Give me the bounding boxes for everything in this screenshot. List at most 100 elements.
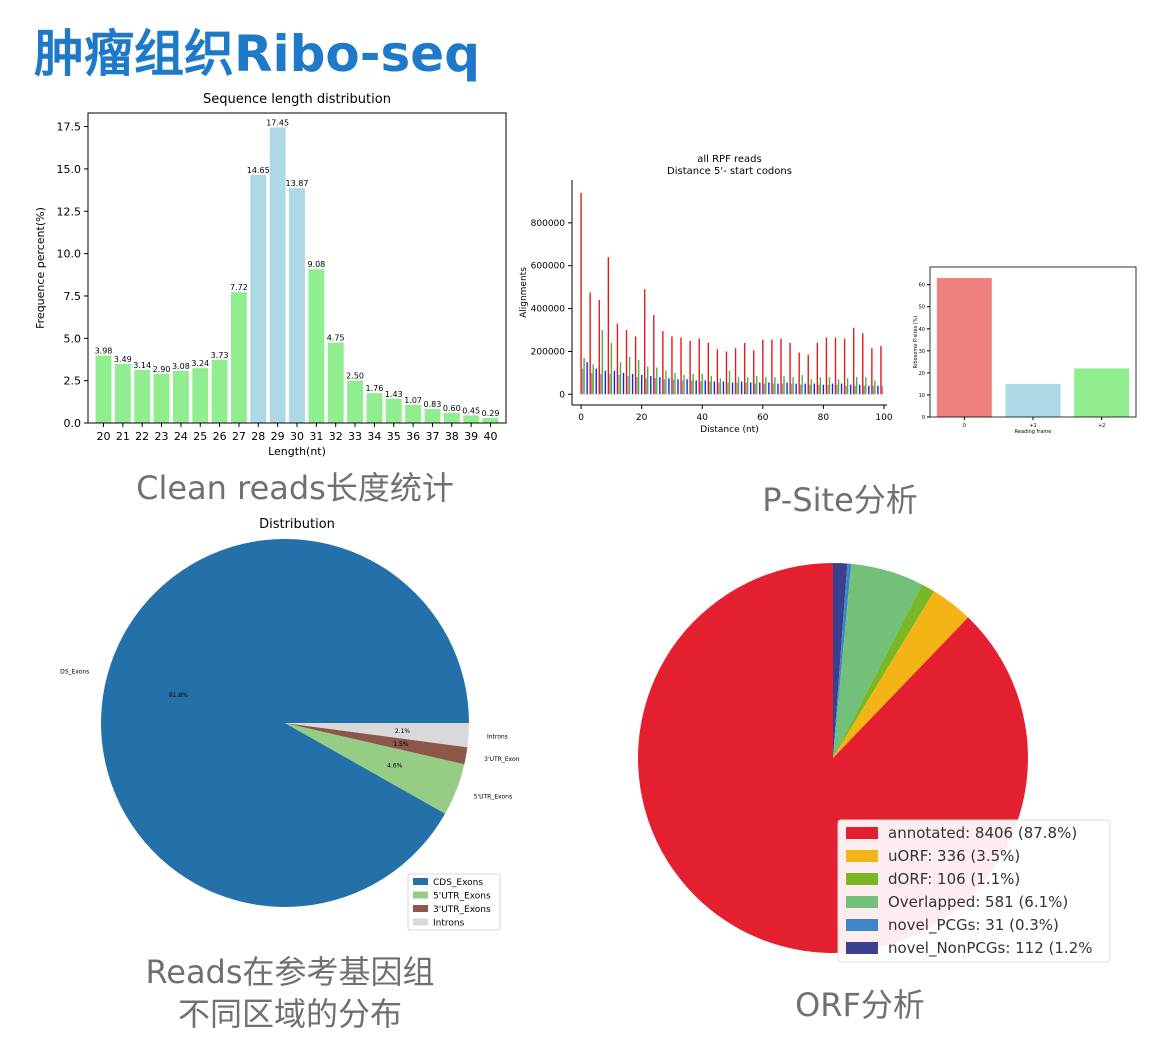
plot-frame (929, 266, 1137, 418)
legend-label: 5'UTR_Exons (433, 892, 491, 902)
caption-reads-line2: 不同区域的分布 (177, 994, 402, 1033)
y-tick-label: 12.5 (57, 205, 82, 218)
bar (1074, 368, 1130, 417)
bar (134, 369, 151, 423)
bar-data-label: 0.83 (424, 400, 442, 409)
bar-data-label: 9.08 (307, 260, 325, 269)
legend-swatch (846, 850, 878, 862)
bar-data-label: 2.50 (346, 372, 364, 381)
pie-slice (833, 591, 969, 758)
x-tick-label: 20 (636, 413, 648, 423)
bar-data-label: 2.90 (153, 365, 171, 374)
legend-swatch (846, 896, 878, 908)
legend-swatch (413, 891, 428, 899)
pie-slice-label: Introns (487, 733, 508, 740)
legend-swatch (846, 873, 878, 885)
x-tick-label: 30 (290, 430, 304, 443)
legend-label: Overlapped: 581 (6.1%) (888, 893, 1068, 911)
pie-slice-label: 5'UTR_Exons (474, 793, 512, 800)
legend-label: Introns (433, 919, 465, 929)
legend-label: uORF: 336 (3.5%) (888, 847, 1020, 865)
legend-label: CDS_Exons (433, 878, 483, 888)
pie-slice (833, 584, 935, 758)
legend-box (407, 873, 501, 931)
pie-slice-label: CDS_Exons (60, 668, 89, 675)
bar (153, 373, 170, 423)
y-tick-label: 600000 (531, 262, 566, 272)
pie-slice (833, 563, 923, 758)
bar (327, 342, 344, 423)
x-tick-label: 39 (464, 430, 478, 443)
y-tick-label: 40 (919, 327, 925, 333)
caption-reads-line1: Reads在参考基因组 (145, 953, 435, 991)
x-tick-label: 22 (135, 430, 149, 443)
y-tick-label: 7.5 (64, 290, 82, 303)
bar (289, 188, 305, 423)
bar (114, 363, 131, 423)
y-axis-label: Ribosome P-sites (%) (913, 316, 919, 369)
bar (1005, 383, 1061, 417)
y-tick-label: 400000 (531, 305, 566, 315)
legend-swatch (413, 878, 428, 885)
legend-swatch (846, 919, 878, 931)
y-tick-label: 15.0 (57, 163, 82, 176)
bar-data-label: 17.45 (266, 118, 289, 127)
x-tick-label: 36 (406, 430, 420, 443)
x-tick-label: 32 (329, 430, 343, 443)
bar (250, 174, 267, 423)
y-tick-label: 50 (919, 305, 925, 311)
x-tick-label: 40 (484, 430, 498, 443)
bar-data-label: 0.29 (482, 409, 500, 418)
bar (347, 380, 363, 423)
orf-pie-chart: annotated: 8406 (87.8%) uORF: 336 (3.5%) d… (638, 563, 1111, 963)
x-tick-label: 38 (445, 430, 459, 443)
x-tick-label: 40 (697, 413, 709, 423)
chart-title: Distribution (259, 517, 335, 532)
y-tick-label: 0 (559, 390, 565, 400)
legend-label: annotated: 8406 (87.8%) (888, 824, 1077, 842)
bar (95, 355, 112, 423)
bar (463, 415, 480, 423)
y-tick-label: 10.0 (57, 248, 82, 261)
bar-data-label: 7.72 (230, 283, 248, 292)
pie-pct-label: 91.8% (169, 692, 188, 699)
pie-slice (285, 723, 468, 765)
pie-pct-label: 1.5% (393, 741, 409, 748)
y-tick-label: 0.0 (64, 417, 82, 430)
y-tick-label: 800000 (531, 219, 566, 229)
bar (443, 412, 460, 423)
x-tick-label: 60 (757, 413, 769, 423)
plot-frame (87, 112, 507, 424)
chart-title: Sequence length distribution (203, 92, 391, 107)
y-tick-label: 0 (922, 415, 925, 421)
x-tick-label: 27 (232, 430, 246, 443)
y-axis-label: Frequence percent(%) (34, 207, 47, 329)
x-tick-label: 25 (193, 430, 207, 443)
bar-data-label: 4.75 (327, 334, 345, 343)
legend-box (837, 819, 1111, 963)
x-tick-label: 23 (155, 430, 169, 443)
pie-pct-label: 4.6% (387, 763, 403, 770)
pie-slice (833, 563, 848, 758)
x-tick-label: +2 (1098, 423, 1105, 429)
legend-swatch (846, 942, 878, 954)
y-tick-label: 30 (919, 349, 925, 355)
pie-slice (833, 563, 852, 758)
x-axis-label: Length(nt) (268, 445, 326, 458)
x-tick-label: 29 (271, 430, 285, 443)
bar-data-label: 3.08 (172, 362, 190, 371)
x-tick-label: 35 (387, 430, 401, 443)
x-tick-label: 34 (367, 430, 381, 443)
caption-length: Clean reads长度统计 (136, 469, 454, 507)
y-tick-label: 20 (919, 371, 925, 377)
y-tick-label: 2.5 (64, 375, 82, 388)
y-tick-label: 5.0 (64, 332, 82, 345)
bar-data-label: 3.73 (211, 351, 229, 360)
x-tick-label: 0 (963, 423, 966, 429)
bar-data-label: 3.98 (95, 347, 113, 356)
x-tick-label: 80 (818, 413, 830, 423)
legend-swatch (413, 918, 428, 926)
pie-slice (101, 538, 470, 907)
bar-data-label: 0.60 (443, 404, 461, 413)
